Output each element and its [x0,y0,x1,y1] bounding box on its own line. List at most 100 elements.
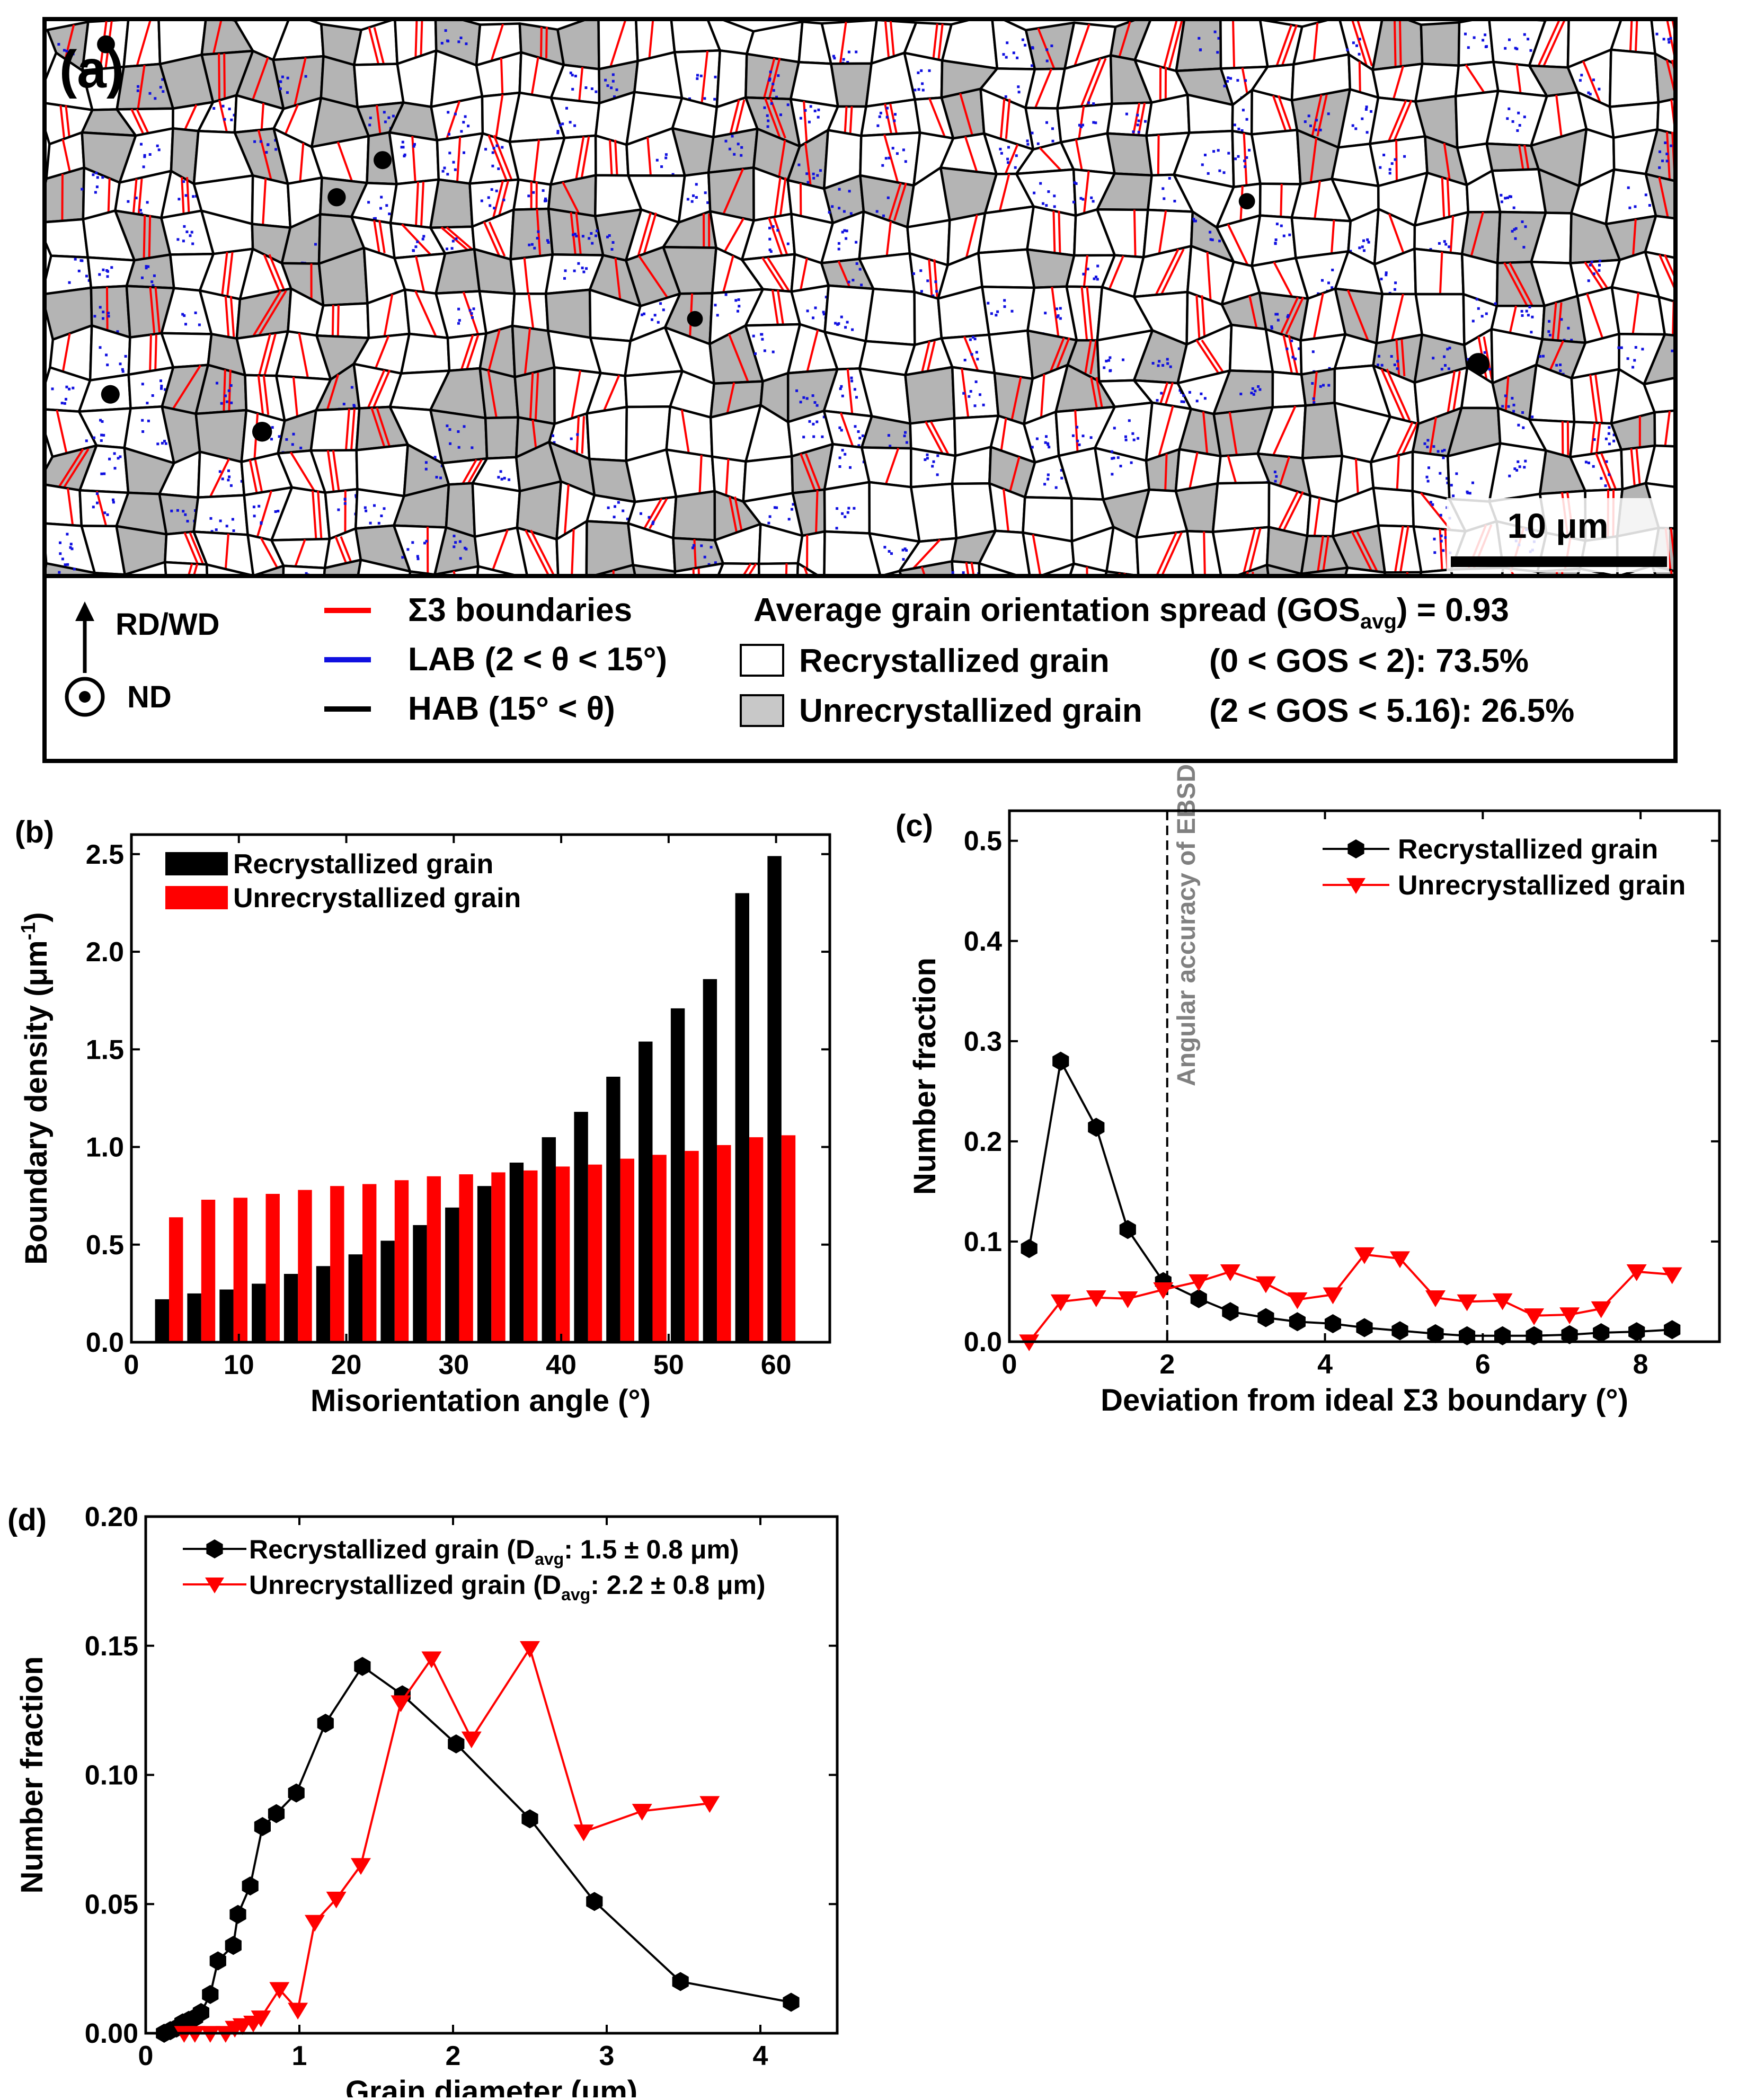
panel-c-legend-unrecrystallized: Unrecrystallized grain [1398,870,1686,901]
panel-d-series-line-unrecrystallized [184,1649,710,2033]
panel-b-x-axis-label: Misorientation angle (°) [311,1384,651,1418]
panel-b-legend-recrystallized: Recrystallized grain [233,849,493,880]
recrystallized-grain [1252,130,1300,184]
unrecrystallized-grain [1107,134,1152,175]
recrystallized-grain [667,450,715,497]
recrystallized-grain [1489,444,1546,502]
unrecrystallized-grain [1421,22,1459,66]
sigma3-boundary [149,215,150,259]
sigma3-boundary [1706,378,1731,411]
unrecrystallized-grain [673,491,715,540]
panel-d-point-unrecrystallized [462,1732,482,1749]
panel-b-bar-recrystallized [316,1266,330,1342]
recrystallized-grain [982,287,1034,335]
unrecrystallized-grain [159,494,198,534]
scale-bar [1451,556,1667,567]
unindexed-spot [374,151,392,169]
sigma3-boundary [1158,135,1159,175]
panel-b-bar-recrystallized [510,1163,524,1342]
legend-sigma3-label: Σ3 boundaries [408,592,632,628]
panel-c-point-recrystallized [1325,1314,1341,1333]
panel-d-point-recrystallized [202,1985,218,2004]
panel-b-bar-unrecrystallized [362,1184,376,1343]
d-y-tick-label: 0.10 [85,1760,138,1791]
recrystallized-grain [194,495,248,535]
sigma3-boundary [850,107,852,133]
panel-d-point-unrecrystallized [421,1651,441,1668]
sigma3-boundary [1683,219,1687,259]
sigma3-boundary [415,15,416,58]
panel-b-bar-recrystallized [155,1299,169,1342]
panel-b-bar-unrecrystallized [717,1145,731,1342]
panel-b-bar-recrystallized [542,1137,556,1342]
recrystallized-grain [317,303,369,338]
c-x-tick-label: 6 [1475,1349,1491,1380]
sigma3-boundary [1134,210,1136,257]
recrystallized-grain [1415,249,1464,295]
panel-b-legend-unrecrystallized: Unrecrystallized grain [233,883,521,914]
panel-c-point-recrystallized [1191,1289,1207,1308]
panel-b-bar-recrystallized [477,1186,491,1342]
c-y-tick-label: 0.1 [964,1227,1002,1257]
legend-recrystallized-range: (0 < GOS < 2): 73.5% [1209,643,1529,679]
unrecrystallized-grain [906,367,955,423]
recrystallized-grain [978,250,1034,288]
panel-b-bar-recrystallized [380,1240,394,1342]
panel-c-point-unrecrystallized [1256,1277,1276,1293]
panel-d-x-axis-label: Grain diameter (μm) [345,2075,637,2097]
recrystallized-grain [1273,372,1306,407]
recrystallized-grain [587,407,627,461]
sigma3-boundary [1395,15,1396,67]
panel-b-bar-recrystallized [187,1293,201,1342]
recrystallized-grain [1689,285,1734,338]
panel-b-bar-unrecrystallized [652,1155,666,1342]
unrecrystallized-grain [1687,11,1738,70]
panel-b-bar-unrecrystallized [685,1151,698,1342]
panel-b-bar-unrecrystallized [782,1135,795,1342]
recrystallized-grain [1027,207,1076,255]
unrecrystallized-grain [480,368,518,418]
panel-b-legend: Recrystallized grain Unrecrystallized gr… [165,849,521,914]
sigma3-boundary [1699,301,1717,333]
d-x-tick-label: 0 [138,2041,154,2071]
panel-c-series [1019,1052,1682,1351]
panel-d-point-recrystallized [783,1993,799,2012]
recrystallized-grain [1213,483,1269,532]
panel-c-point-recrystallized [1391,1321,1408,1340]
sigma3-boundary [1165,454,1167,490]
panel-c-point-recrystallized [1257,1308,1274,1327]
recrystallized-grain [1689,96,1738,145]
panel-b-bar-unrecrystallized [201,1200,215,1342]
unrecrystallized-grain [1693,374,1738,415]
panel-c-point-unrecrystallized [1457,1295,1477,1312]
panel-c-y-axis-label: Number fraction [908,958,942,1195]
c-x-tick-label: 4 [1317,1349,1333,1380]
panel-a-label: (a) [59,40,124,99]
panel-b-y-axis-label: Boundary density (μm-1) [17,912,54,1264]
recrystallized-grain [124,18,160,67]
panel-b-bar-recrystallized [639,1042,652,1342]
panel-c-point-recrystallized [1222,1302,1238,1321]
recrystallized-grain [401,334,449,374]
panel-b-bar-unrecrystallized [588,1165,602,1342]
d-x-tick-label: 2 [446,2041,461,2071]
panel-b-bar-recrystallized [219,1290,233,1343]
recrystallized-grain [1610,50,1659,107]
panel-b-bar-unrecrystallized [524,1171,537,1342]
unrecrystallized-grain [485,418,518,459]
recrystallized-grain [1696,577,1738,604]
panel-c-ebsd-accuracy-label: Angular accuracy of EBSD [1173,764,1201,1086]
nd-dot-icon [79,691,91,703]
panel-c-point-recrystallized [1628,1322,1645,1341]
sigma3-boundary [845,107,847,133]
recrystallized-grain [1683,490,1738,529]
c-y-tick-label: 0.4 [964,926,1002,957]
panel-b-bar-unrecrystallized [330,1186,344,1342]
panel-d-point-unrecrystallized [391,1695,411,1712]
panel-b-bar-recrystallized [445,1208,459,1342]
panel-b-bar-recrystallized [767,856,781,1343]
recrystallized-grain [1307,495,1336,536]
b-x-tick-label: 10 [224,1350,254,1380]
panel-d-legend-unrecrystallized: Unrecrystallized grain (Davg: 2.2 ± 0.8 … [249,1570,766,1604]
recrystallized-grain [989,331,1033,379]
